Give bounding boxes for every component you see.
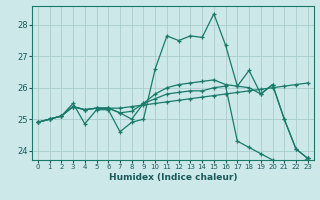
- X-axis label: Humidex (Indice chaleur): Humidex (Indice chaleur): [108, 173, 237, 182]
